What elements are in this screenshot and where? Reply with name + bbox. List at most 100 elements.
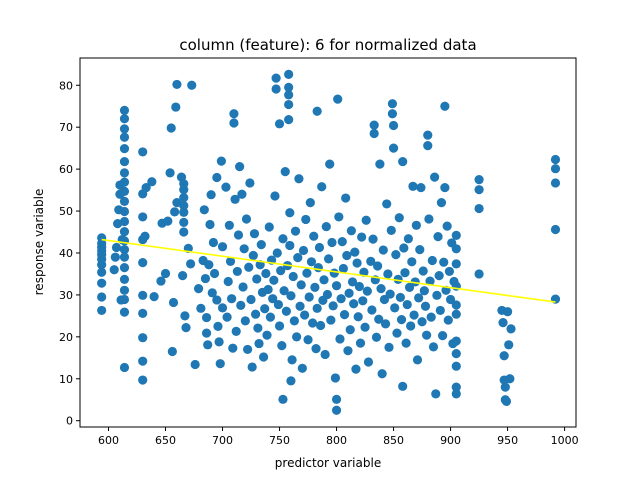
data-point (232, 266, 242, 277)
data-point (402, 299, 412, 310)
data-point (383, 269, 393, 279)
data-point (319, 275, 329, 285)
data-point (179, 207, 189, 217)
data-point (451, 300, 461, 310)
data-point (506, 324, 516, 334)
data-point (505, 374, 515, 384)
data-point (433, 232, 443, 242)
data-point (423, 130, 433, 140)
data-point (119, 236, 130, 246)
data-point (346, 226, 356, 236)
data-point (499, 351, 509, 361)
x-tick-label: 800 (326, 434, 347, 447)
data-point (368, 234, 378, 244)
data-point (451, 336, 461, 346)
data-point (439, 257, 449, 267)
data-point (149, 291, 159, 302)
data-point (311, 343, 321, 354)
data-point (224, 220, 234, 230)
data-point (419, 286, 429, 296)
data-point (238, 282, 248, 292)
data-point (398, 381, 408, 391)
regression-line (101, 238, 556, 303)
data-point (179, 193, 189, 203)
data-point (313, 263, 323, 273)
data-point (262, 330, 272, 340)
data-point (382, 199, 392, 209)
data-point (147, 177, 157, 187)
data-point (170, 207, 180, 217)
data-point (424, 214, 434, 224)
data-point (248, 250, 258, 261)
data-point (326, 315, 336, 325)
data-point (337, 237, 347, 247)
data-point (245, 178, 255, 188)
data-point (357, 232, 367, 242)
data-point (408, 181, 418, 191)
data-point (443, 315, 453, 325)
data-point (165, 168, 175, 178)
x-tick-label: 850 (383, 434, 404, 447)
y-tick-label: 60 (59, 163, 73, 176)
data-point (271, 73, 281, 83)
data-point (323, 254, 334, 264)
data-point (229, 109, 239, 119)
data-point (200, 273, 211, 284)
data-point (119, 156, 130, 167)
data-point (196, 303, 206, 313)
data-point (309, 231, 319, 241)
data-point (304, 292, 314, 302)
data-point (251, 309, 261, 319)
chart-title: column (feature): 6 for normalized data (179, 36, 476, 54)
data-point (247, 362, 257, 372)
data-point (440, 182, 450, 193)
y-tick-label: 20 (59, 331, 73, 344)
data-point (119, 168, 130, 178)
data-point (288, 271, 298, 282)
data-point (215, 359, 225, 369)
data-point (347, 277, 358, 287)
data-point (442, 221, 452, 231)
data-point (298, 245, 309, 256)
data-point (284, 115, 294, 125)
data-point (353, 312, 363, 322)
data-point (395, 292, 405, 303)
data-point (97, 267, 107, 277)
y-tick-label: 70 (59, 121, 73, 134)
data-point (278, 394, 288, 404)
data-point (286, 291, 296, 301)
data-point (374, 314, 384, 324)
data-point (378, 245, 388, 255)
data-point (284, 82, 294, 92)
data-point (437, 330, 448, 341)
data-point (268, 294, 278, 304)
data-point (119, 227, 130, 237)
data-point (203, 340, 213, 350)
data-point (300, 310, 310, 320)
x-tick-label: 650 (155, 434, 176, 447)
data-point (292, 332, 302, 342)
data-point (432, 290, 442, 300)
data-point (119, 274, 130, 284)
data-point (377, 369, 387, 379)
data-point (119, 105, 130, 116)
data-point (342, 250, 352, 261)
data-point (325, 159, 335, 169)
data-point (320, 349, 330, 360)
data-point (388, 143, 399, 153)
data-point (179, 179, 189, 189)
data-point (274, 321, 285, 331)
data-point (341, 193, 351, 203)
data-point (109, 265, 119, 275)
data-point (431, 389, 441, 399)
data-point (416, 182, 426, 193)
x-tick-label: 950 (497, 434, 518, 447)
data-point (138, 308, 148, 318)
fit-line-layer (101, 238, 556, 303)
data-point (240, 316, 250, 326)
data-point (409, 310, 419, 320)
data-point (206, 190, 216, 200)
data-point (414, 293, 424, 303)
data-point (212, 295, 222, 305)
